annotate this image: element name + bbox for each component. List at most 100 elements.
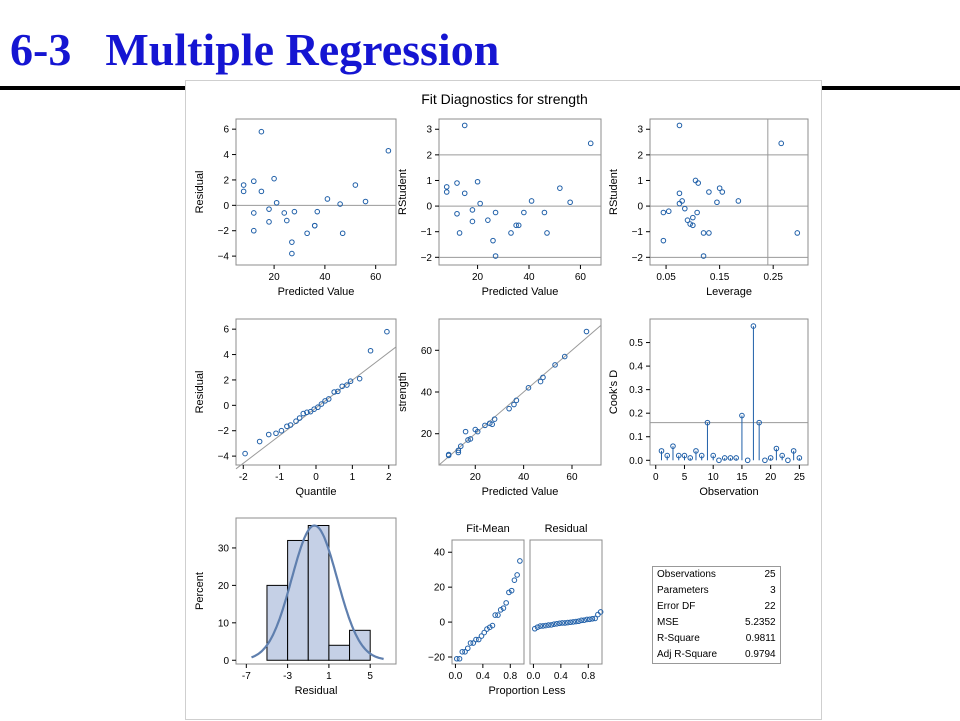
data-point — [514, 572, 520, 578]
histogram-bar — [328, 644, 351, 661]
data-point — [586, 616, 593, 623]
data-point — [455, 449, 462, 456]
data-point — [324, 196, 331, 202]
data-point — [311, 222, 318, 229]
data-point — [495, 612, 501, 618]
data-point — [456, 655, 463, 662]
data-point — [583, 328, 590, 335]
data-point — [307, 408, 314, 415]
data-point — [281, 210, 288, 216]
data-point — [315, 404, 321, 411]
y-axis-label: Cook's D — [608, 370, 620, 414]
y-tick-label: −1 — [632, 227, 644, 238]
y-tick-label: −4 — [218, 252, 230, 263]
fit-stat-label: Observations — [657, 569, 716, 580]
y-tick-label: 1 — [426, 176, 432, 187]
y-axis-label: Residual — [194, 371, 206, 414]
y-tick-label: 0 — [223, 201, 229, 212]
data-point — [470, 640, 477, 646]
y-tick-label: 0.0 — [629, 456, 643, 467]
data-point — [445, 451, 452, 458]
data-point — [278, 427, 285, 434]
data-point — [552, 362, 558, 368]
data-point — [240, 188, 247, 195]
data-point — [528, 198, 535, 204]
fit-diagnostics-panel: 20 40 60 −4 −2 0 2 4 6 Predicted Value Residual 20 4… — [185, 80, 822, 720]
fit-stat-row: Error DF 22 — [653, 599, 781, 615]
fit-stat-value: 0.9794 — [745, 649, 776, 660]
data-point — [284, 423, 290, 430]
data-point — [456, 230, 463, 236]
spread-subpanel — [451, 539, 525, 665]
data-point — [710, 452, 717, 459]
data-point — [690, 214, 696, 221]
data-point — [744, 457, 751, 464]
data-point — [265, 431, 272, 438]
data-point — [545, 622, 552, 628]
data-point — [790, 448, 797, 454]
y-tick-label: 60 — [421, 346, 433, 357]
plot-frame-cooks-d — [649, 318, 809, 466]
data-point — [719, 189, 726, 195]
y-tick-label: 0.5 — [629, 338, 643, 349]
data-point — [459, 648, 466, 655]
data-point — [273, 430, 279, 437]
data-point — [534, 624, 541, 630]
x-tick-label: 20 — [472, 272, 484, 283]
data-point — [256, 438, 263, 445]
data-point — [778, 140, 785, 147]
x-tick-label: 5 — [367, 671, 373, 682]
data-point — [779, 452, 785, 459]
histogram-bar — [307, 524, 330, 661]
data-point — [551, 621, 557, 627]
data-point — [559, 620, 566, 626]
subpanel-header — [530, 518, 602, 538]
data-point — [506, 405, 512, 412]
data-point — [492, 253, 499, 259]
x-tick-label: 10 — [708, 472, 720, 483]
data-point — [490, 237, 496, 244]
data-point — [670, 443, 676, 449]
data-point — [289, 239, 295, 245]
data-point — [767, 455, 774, 461]
x-tick-label: 0.25 — [763, 272, 783, 283]
x-tick-label: 0.4 — [476, 671, 490, 682]
data-point — [592, 615, 598, 622]
data-point — [482, 422, 488, 429]
data-point — [548, 622, 555, 628]
data-point — [491, 416, 498, 422]
y-axis-label: Residual — [194, 171, 206, 214]
y-axis-label: RStudent — [397, 169, 409, 215]
y-tick-label: −2 — [218, 226, 230, 237]
data-point — [464, 645, 471, 652]
data-point — [676, 190, 683, 197]
data-point — [266, 206, 272, 212]
subpanel-header — [452, 518, 524, 538]
y-tick-label: 0 — [426, 202, 432, 213]
data-point — [462, 428, 469, 435]
data-point — [684, 217, 691, 223]
x-axis-label: Residual — [295, 685, 338, 697]
data-point — [273, 199, 280, 206]
data-point — [250, 178, 257, 185]
x-tick-label: 5 — [682, 472, 688, 483]
y-tick-label: 2 — [223, 175, 229, 186]
data-point — [296, 415, 303, 421]
data-point — [467, 436, 474, 442]
y-tick-label: −20 — [428, 653, 445, 664]
data-point — [570, 619, 577, 625]
data-point — [564, 619, 571, 626]
data-point — [443, 184, 450, 190]
histogram-bar — [349, 629, 371, 661]
y-axis-label: strength — [397, 372, 409, 412]
x-tick-label: 25 — [794, 472, 806, 483]
x-axis-label: Predicted Value — [278, 286, 355, 298]
fit-stat-row: Parameters 3 — [653, 583, 781, 599]
x-tick-label: -7 — [242, 671, 251, 682]
subpanel-title: Residual — [545, 523, 588, 535]
data-point — [537, 378, 544, 385]
data-point — [567, 619, 574, 626]
data-point — [489, 622, 496, 629]
data-point — [469, 207, 476, 213]
data-point — [474, 178, 481, 185]
